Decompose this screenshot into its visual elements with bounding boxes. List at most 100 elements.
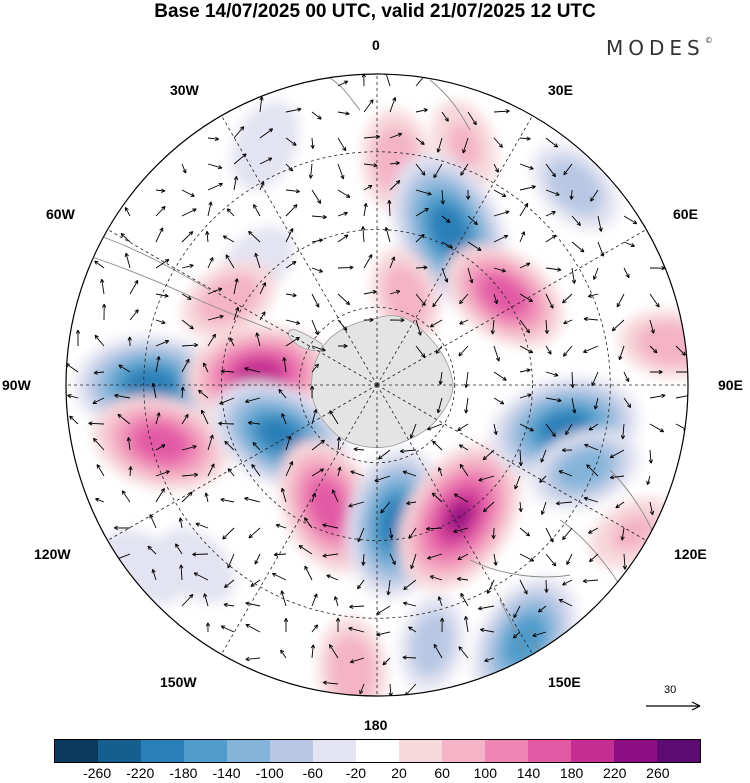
wind-arrow <box>467 267 474 284</box>
wind-arrow <box>101 303 107 321</box>
wind-arrow <box>558 599 573 607</box>
wind-arrow <box>493 345 500 362</box>
wind-arrow <box>438 371 443 385</box>
wind-arrow <box>436 397 443 414</box>
wind-arrow <box>151 568 157 581</box>
wind-arrow <box>611 319 625 332</box>
wind-arrow <box>126 437 131 451</box>
wind-arrow <box>478 605 495 611</box>
wind-arrow <box>433 643 443 659</box>
wind-arrow <box>493 210 510 217</box>
wind-arrow <box>462 137 469 154</box>
wind-arrow <box>440 189 445 205</box>
wind-arrow <box>609 475 625 480</box>
geopotential-anomaly-layer <box>74 100 688 696</box>
wind-arrow <box>124 252 131 269</box>
wind-arrow <box>92 397 105 404</box>
wind-arrow <box>433 163 443 179</box>
wind-arrow <box>120 232 131 243</box>
map-disc-border <box>65 73 689 697</box>
wind-arrow <box>204 492 209 503</box>
wind-arrow <box>337 111 350 116</box>
wind-arrow <box>218 421 235 426</box>
wind-arrow <box>380 501 391 514</box>
longitude-label-90w: 90W <box>2 377 31 393</box>
wind-arrow <box>338 343 348 349</box>
wind-arrow <box>389 317 405 323</box>
wind-arrow <box>649 501 655 516</box>
wind-arrow <box>384 226 391 243</box>
wind-arrow <box>363 254 373 269</box>
wind-arrow <box>389 289 401 295</box>
longitude-label-120w: 120W <box>34 546 71 562</box>
colorbar-cell <box>614 740 657 762</box>
wind-arrow <box>571 215 581 227</box>
anomaly-contour <box>570 458 599 480</box>
wind-arrow <box>432 440 443 451</box>
anomaly-contour <box>213 286 245 313</box>
wind-arrow <box>441 241 453 249</box>
wind-arrow <box>254 252 261 269</box>
wind-arrow <box>285 228 294 243</box>
wind-arrow <box>311 267 324 273</box>
colorbar-tick-label: -140 <box>212 765 241 781</box>
colorbar-tick-label: 180 <box>559 765 584 781</box>
wind-arrow <box>259 282 266 295</box>
wind-arrow <box>245 656 261 662</box>
meridian-line <box>107 384 378 541</box>
wind-arrow <box>458 345 469 357</box>
wind-arrow <box>616 293 625 308</box>
wind-arrow <box>486 579 495 594</box>
wind-arrow <box>285 204 298 217</box>
wind-arrow <box>570 371 575 389</box>
wind-arrow <box>493 109 510 114</box>
africa-coast <box>329 77 471 131</box>
longitude-label-30w: 30W <box>170 82 199 98</box>
wind-arrow <box>519 423 534 432</box>
latitude-circle <box>143 151 611 619</box>
wind-arrow <box>408 626 417 633</box>
wind-arrow <box>337 80 349 87</box>
meridian-line <box>221 384 378 655</box>
wind-arrow <box>593 397 599 410</box>
wind-arrow <box>467 111 477 126</box>
colorbar-tick-label: 140 <box>516 765 541 781</box>
wind-arrow <box>181 208 197 217</box>
wind-arrow <box>457 423 469 432</box>
colorbar-cell <box>184 740 227 762</box>
wind-arrow <box>220 625 235 633</box>
wind-arrow <box>311 593 318 607</box>
wind-arrow <box>310 644 316 659</box>
wind-arrow <box>512 631 521 639</box>
wind-arrow <box>100 278 105 295</box>
wind-arrow <box>429 319 443 328</box>
wind-arrow <box>519 345 534 354</box>
colorbar-cell <box>399 740 442 762</box>
wind-arrow <box>545 293 554 309</box>
wind-arrow <box>484 657 495 663</box>
wind-arrow <box>361 553 366 566</box>
wind-arrow <box>124 206 131 217</box>
reference-vector-label: 30 <box>664 684 677 696</box>
wind-arrow <box>229 337 235 347</box>
wind-arrow <box>415 137 425 145</box>
wind-arrow <box>278 388 287 399</box>
wind-arrow <box>181 189 195 197</box>
wind-arrow <box>227 553 235 569</box>
colorbar-cell <box>55 740 98 762</box>
wind-arrow <box>571 241 585 253</box>
wind-arrow <box>363 289 377 295</box>
meridian-line <box>107 229 378 386</box>
wind-arrow <box>311 439 325 451</box>
wind-arrow <box>415 108 428 113</box>
wind-arrow <box>285 189 300 194</box>
colorbar-tick-label: -60 <box>302 765 323 781</box>
wind-arrow <box>584 443 599 451</box>
wind-arrow <box>248 527 261 539</box>
wind-arrow <box>441 111 449 122</box>
anomaly-contour <box>147 433 175 453</box>
anomaly-contour <box>340 652 364 688</box>
wind-arrow <box>545 397 562 403</box>
wind-arrow <box>193 572 209 581</box>
